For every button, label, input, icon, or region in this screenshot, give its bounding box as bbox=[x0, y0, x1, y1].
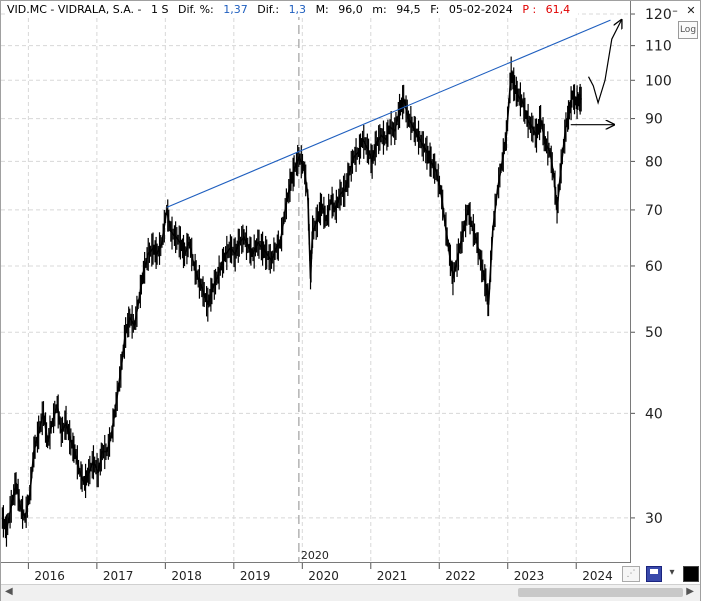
resistance-trendline bbox=[166, 19, 611, 208]
x-tick-label: 2018 bbox=[171, 569, 202, 583]
y-tick-label: 120 bbox=[645, 7, 672, 23]
minimize-icon[interactable]: – bbox=[672, 4, 678, 17]
dif-pct-value: 1,37 bbox=[223, 3, 248, 16]
crosshair-date-label: 2020 bbox=[301, 549, 329, 562]
quote-info-bar: VID.MC - VIDRALA, S.A. - 1 S Dif. %: 1,3… bbox=[5, 3, 579, 17]
axes: 30 40 50 60 70 80 90 100 110 120 2016 2017 2018 2019 2… bbox=[27, 7, 672, 583]
dif-value: 1,3 bbox=[288, 3, 307, 16]
scrollbar-thumb[interactable] bbox=[518, 588, 683, 597]
dropdown-arrow-icon[interactable]: ▾ bbox=[669, 567, 675, 578]
y-tick-label: 40 bbox=[645, 406, 663, 422]
plot-area[interactable] bbox=[1, 1, 631, 563]
max-value: 96,0 bbox=[338, 3, 363, 16]
min-value: 94,5 bbox=[396, 3, 421, 16]
grid-lines bbox=[1, 11, 631, 563]
zoom-fit-icon[interactable]: ⋰ bbox=[622, 566, 640, 582]
x-tick-label: 2023 bbox=[514, 569, 545, 583]
max-label: M: bbox=[315, 3, 329, 16]
x-tick-label: 2024 bbox=[582, 569, 613, 583]
x-tick-label: 2016 bbox=[34, 569, 65, 583]
dif-pct-label: Dif. %: bbox=[178, 3, 214, 16]
y-tick-label: 90 bbox=[645, 112, 663, 128]
projection-arrow bbox=[587, 20, 622, 105]
annotations bbox=[166, 19, 622, 208]
x-tick-label: 2019 bbox=[240, 569, 271, 583]
x-tick-label: 2017 bbox=[103, 569, 134, 583]
x-tick-label: 2021 bbox=[377, 569, 408, 583]
y-tick-label: 50 bbox=[645, 325, 663, 341]
min-label: m: bbox=[372, 3, 387, 16]
log-scale-button[interactable]: Log bbox=[678, 21, 698, 39]
p-value: 61,4 bbox=[545, 3, 571, 16]
y-tick-label: 100 bbox=[645, 73, 672, 89]
close-icon[interactable]: ✕ bbox=[686, 4, 696, 17]
ticker-label: VID.MC - VIDRALA, S.A. - bbox=[7, 3, 142, 16]
y-tick-label: 30 bbox=[645, 511, 663, 527]
date-label: F: bbox=[430, 3, 440, 16]
price-series bbox=[1, 56, 582, 547]
period-label: 1 S bbox=[151, 3, 169, 16]
y-tick-label: 70 bbox=[645, 203, 663, 219]
y-tick-label: 80 bbox=[645, 154, 663, 170]
x-tick-label: 2020 bbox=[308, 569, 339, 583]
y-tick-label: 110 bbox=[645, 39, 672, 55]
y-tick-label: 60 bbox=[645, 259, 663, 275]
dif-label: Dif.: bbox=[257, 3, 280, 16]
scroll-left-icon[interactable]: ◀ bbox=[5, 586, 13, 597]
save-icon[interactable] bbox=[646, 566, 662, 582]
scroll-right-icon[interactable]: ▶ bbox=[686, 586, 694, 597]
date-value: 05-02-2024 bbox=[448, 3, 513, 16]
color-picker-icon[interactable] bbox=[683, 566, 699, 582]
price-chart: 2020 30 40 50 60 70 80 90 100 110 120 2016 2017 2018… bbox=[1, 7, 672, 583]
p-label: P : bbox=[522, 3, 537, 16]
horizontal-scrollbar[interactable]: ◀ ▶ bbox=[1, 584, 700, 601]
x-tick-label: 2022 bbox=[445, 569, 476, 583]
crosshair: 2020 bbox=[298, 11, 329, 563]
